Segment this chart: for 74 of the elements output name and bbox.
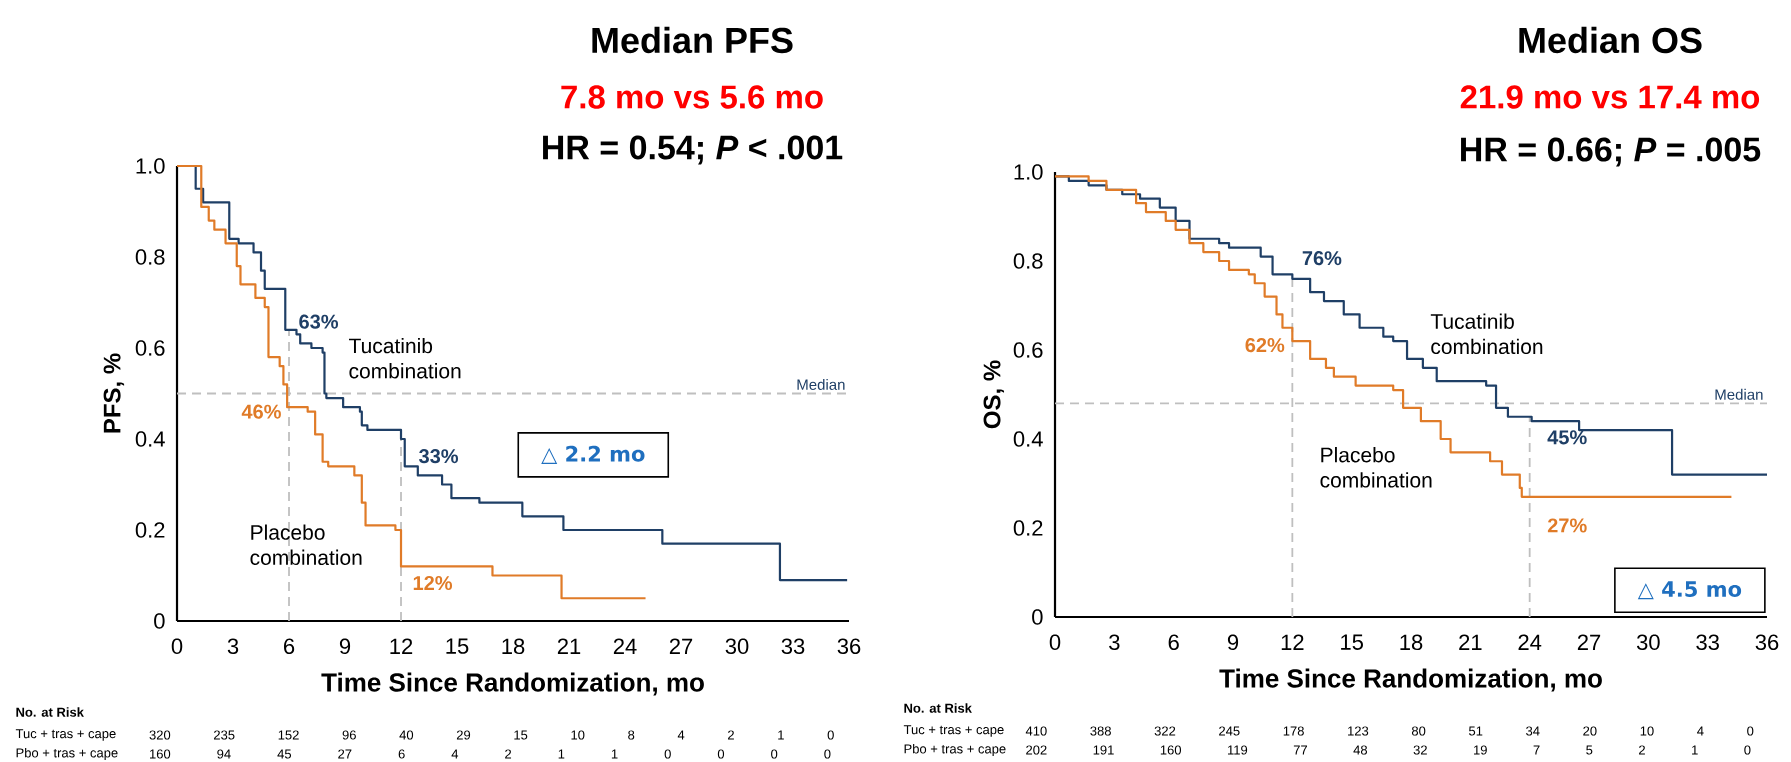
x-tick-label: 6 (284, 638, 295, 655)
text: No. at Risk (16, 707, 84, 717)
x-tick-label: 21 (1459, 634, 1482, 650)
y-tick-label: 0.8 (1013, 253, 1043, 269)
text: Tuc + tras + cape (15, 729, 116, 741)
x-tick-label: 9 (339, 638, 351, 655)
x-tick-label: 3 (227, 638, 239, 655)
annotation: 62% (1245, 338, 1285, 353)
series-label: Placebo combination (250, 524, 362, 566)
annotation: 46% (241, 404, 281, 419)
text: Tuc + tras + cape (903, 725, 1004, 737)
y-tick-label: 0 (1032, 609, 1043, 625)
annotation: △ 4.5 mo (1637, 581, 1742, 600)
annotation: 76% (1302, 251, 1342, 266)
x-tick-label: 36 (837, 638, 861, 655)
text: HR = 0.66; P = .005 (1461, 137, 1761, 167)
x-tick-label: 30 (725, 638, 749, 655)
y-tick-label: 0.6 (135, 340, 165, 356)
annotation: 27% (1547, 518, 1587, 533)
y-tick-label: 0.2 (1013, 520, 1043, 536)
ref-line-label: Median (797, 378, 845, 390)
y-tick-label: 0 (154, 613, 165, 629)
annotation: 33% (419, 449, 459, 464)
x-tick-label: 12 (390, 638, 413, 654)
y-tick-label: 0.4 (135, 431, 165, 447)
x-tick-label: 18 (1400, 634, 1423, 651)
chart-subtitle: 21.9 mo vs 17.4 mo (1460, 85, 1760, 109)
x-tick-label: 0 (1049, 634, 1061, 651)
annotation: 12% (413, 575, 453, 591)
y-tick-label: 0.8 (135, 249, 165, 265)
x-tick-label: 30 (1636, 634, 1660, 651)
series-label: Tucatinib combination (1430, 313, 1543, 355)
y-tick-label: 0.2 (135, 522, 165, 538)
x-tick-label: 24 (613, 638, 637, 654)
x-tick-label: 27 (1577, 634, 1601, 650)
annotation: △ 2.2 mo (541, 445, 645, 464)
x-tick-label: 12 (1281, 634, 1304, 650)
x-tick-label: 6 (1168, 634, 1179, 651)
y-tick-label: 1.0 (136, 158, 165, 174)
text: Pbo + tras + cape (904, 743, 1006, 757)
y-tick-label: 1.0 (1014, 164, 1043, 180)
x-tick-label: 15 (1341, 634, 1363, 650)
x-tick-label: 3 (1109, 634, 1120, 651)
y-tick-label: 0.6 (1013, 342, 1043, 358)
x-tick-label: 36 (1755, 634, 1779, 651)
x-tick-label: 24 (1518, 634, 1542, 650)
ref-line-label: Median (1715, 388, 1763, 400)
x-tick-label: 0 (171, 638, 183, 655)
x-tick-label: 9 (1227, 634, 1239, 651)
text: 160 94 45 27 6 4 2 1 1 0 0 0 0 (150, 749, 831, 759)
text: HR = 0.54; P < .001 (543, 135, 843, 165)
x-tick-label: 27 (669, 638, 693, 654)
annotation: 45% (1547, 430, 1587, 445)
text: Pbo + tras + cape (16, 747, 118, 761)
text: 202 191 160 119 77 48 32 19 7 5 2 1 0 (1026, 745, 1751, 755)
series-label: Tucatinib combination (349, 337, 461, 379)
x-tick-label: 18 (502, 638, 525, 655)
x-tick-label: 33 (781, 638, 805, 655)
x-tick-label: 33 (1696, 634, 1719, 651)
x-axis-title: Time Since Randomization, mo (1219, 668, 1602, 692)
chart-subtitle: 7.8 mo vs 5.6 mo (561, 85, 823, 109)
chart-title: Median PFS (592, 26, 793, 54)
x-tick-label: 21 (557, 638, 581, 654)
y-tick-label: 0.4 (1013, 431, 1043, 447)
x-axis-title: Time Since Randomization, mo (321, 672, 704, 696)
text: No. at Risk (904, 703, 972, 713)
x-tick-label: 15 (446, 638, 469, 654)
series-label: Placebo combination (1320, 446, 1432, 488)
y-axis-title: PFS, % (103, 353, 125, 433)
chart-title: Median OS (1519, 26, 1702, 54)
annotation: 63% (299, 314, 339, 329)
y-axis-title: OS, % (983, 360, 1005, 429)
text: 320 235 152 96 40 29 15 10 8 4 2 1 0 (149, 730, 834, 740)
text: 410 388 322 245 178 123 80 51 34 20 10 4 0 (1025, 726, 1754, 736)
